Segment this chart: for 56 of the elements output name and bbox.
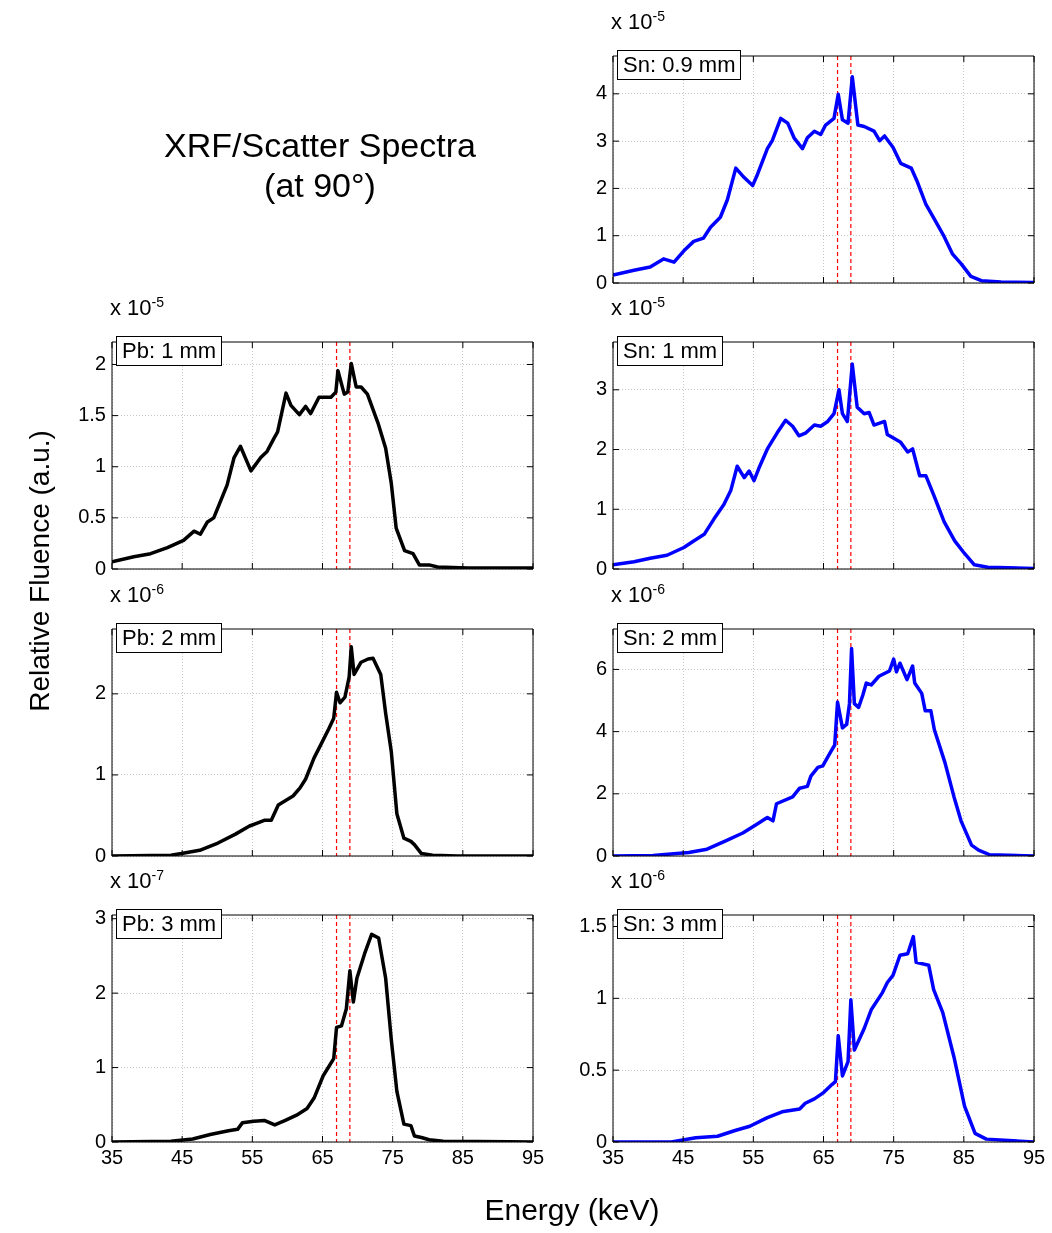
x-tick-label: 85: [451, 1145, 474, 1168]
y-tick-label: 2: [94, 681, 106, 704]
y-tick-label: 1.5: [78, 403, 106, 426]
text: XRF/Scatter Spectra (at 90°): [163, 125, 477, 205]
y-tick-label: 3: [595, 128, 607, 151]
y-tick-label: 1.5: [579, 914, 607, 937]
y-tick-label: 2: [595, 175, 607, 198]
x-tick-label: 45: [672, 1145, 695, 1168]
y-tick-label: 0: [595, 843, 607, 866]
y-tick-label: 1: [595, 496, 607, 519]
x-tick-label: 75: [381, 1145, 404, 1168]
text: x 10$^{-6}$: [110, 581, 165, 609]
x-tick-label: 65: [812, 1145, 835, 1168]
x-tick-label: 55: [241, 1145, 264, 1168]
x-tick-label: 75: [882, 1145, 905, 1168]
y-tick-label: 3: [595, 377, 607, 400]
y-tick-label: 0: [94, 843, 106, 866]
y-tick-label: 2: [94, 352, 106, 375]
y-tick-label: 0: [595, 270, 607, 293]
text: x 10$^{-5}$: [611, 8, 666, 36]
text: x 10$^{-5}$: [110, 294, 165, 322]
text: x 10$^{-5}$: [611, 294, 666, 322]
y-tick-label: 0.5: [78, 505, 106, 528]
annotation: Sn: 3 mm: [617, 909, 724, 939]
y-tick-label: 4: [595, 81, 607, 104]
text: x 10$^{-6}$: [611, 581, 666, 609]
y-tick-label: 2: [595, 781, 607, 804]
annotation: Sn: 2 mm: [617, 623, 724, 653]
y-tick-label: 0: [595, 556, 607, 579]
y-tick-label: 2: [94, 980, 106, 1003]
x-axis-title: Energy (keV): [483, 1193, 661, 1227]
y-tick-label: 4: [595, 719, 607, 742]
annotation: Pb: 3 mm: [116, 909, 223, 939]
x-tick-label: 95: [521, 1145, 545, 1168]
annotation: Pb: 1 mm: [116, 336, 223, 366]
y-tick-label: 1: [94, 454, 106, 477]
y-tick-label: 2: [595, 437, 607, 460]
annotation: Pb: 2 mm: [116, 623, 223, 653]
y-tick-label: 1: [595, 223, 607, 246]
x-tick-label: 55: [742, 1145, 765, 1168]
x-tick-label: 85: [952, 1145, 975, 1168]
y-tick-label: 0: [94, 556, 106, 579]
x-tick-label: 95: [1022, 1145, 1046, 1168]
y-tick-label: 0.5: [579, 1057, 607, 1080]
annotation: Sn: 1 mm: [617, 336, 724, 366]
x-tick-label: 45: [171, 1145, 194, 1168]
x-tick-label: 65: [311, 1145, 334, 1168]
y-axis-title: Relative Fluence (a.u.): [24, 429, 56, 714]
y-tick-label: 3: [94, 906, 106, 929]
y-tick-label: 6: [595, 656, 607, 679]
y-tick-label: 1: [94, 762, 106, 785]
text: x 10$^{-7}$: [110, 867, 165, 895]
text: x 10$^{-6}$: [611, 867, 666, 895]
y-tick-label: 1: [94, 1055, 106, 1078]
annotation: Sn: 0.9 mm: [617, 50, 742, 80]
y-tick-label: 1: [595, 985, 607, 1008]
